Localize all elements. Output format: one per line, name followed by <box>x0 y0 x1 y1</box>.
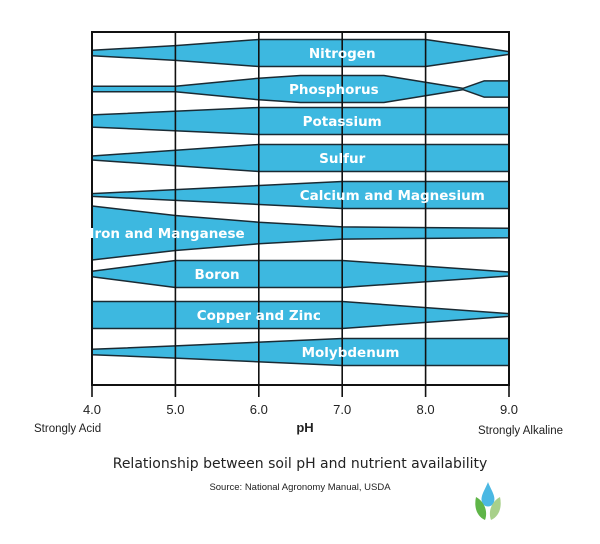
x-tick-label: 6.0 <box>250 402 268 417</box>
x-tick-label: 4.0 <box>83 402 101 417</box>
strongly-alkaline-label: Strongly Alkaline <box>478 425 563 437</box>
band-label: Sulfur <box>319 151 365 167</box>
band-label: Calcium and Magnesium <box>300 188 485 204</box>
band-sulfur <box>91 143 510 173</box>
band-label: Boron <box>195 267 240 283</box>
band-nitrogen <box>91 38 510 68</box>
band-molybdenum <box>91 337 510 367</box>
plot-frame <box>91 31 510 386</box>
band-label: Iron and Manganese <box>89 226 244 242</box>
x-tick-label: 8.0 <box>417 402 435 417</box>
x-tick-label: 7.0 <box>333 402 351 417</box>
band-label: Molybdenum <box>302 345 400 361</box>
band-label: Phosphorus <box>289 82 379 98</box>
band-label: Nitrogen <box>309 46 376 62</box>
chart-title: Relationship between soil pH and nutrien… <box>113 456 488 472</box>
band-potassium <box>91 106 510 136</box>
x-tick-label: 5.0 <box>166 402 184 417</box>
band-label: Potassium <box>303 114 382 130</box>
strongly-acid-label: Strongly Acid <box>34 423 101 435</box>
band-label: Copper and Zinc <box>197 308 321 324</box>
band-boron <box>91 259 510 289</box>
x-tick-label: 9.0 <box>500 402 518 417</box>
x-axis-label: pH <box>296 420 313 435</box>
logo-water-leaf-icon <box>475 482 501 520</box>
chart-source: Source: National Agronomy Manual, USDA <box>209 482 391 493</box>
